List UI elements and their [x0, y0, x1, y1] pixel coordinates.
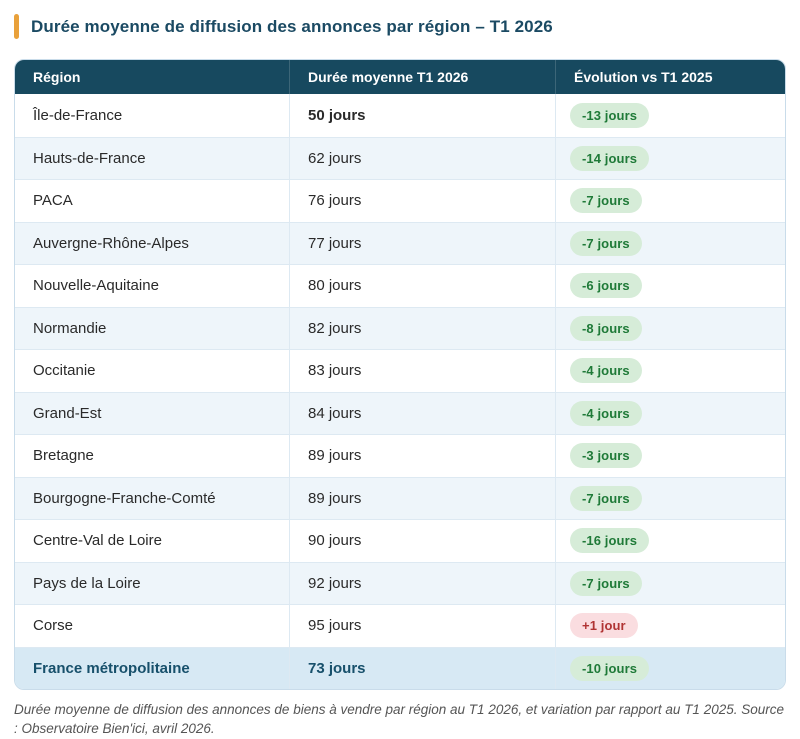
evolution-cell: -10 jours	[555, 647, 785, 689]
table-row: France métropolitaine 73 jours -10 jours	[15, 646, 785, 689]
region-cell: Centre-Val de Loire	[33, 532, 162, 550]
evolution-badge: -3 jours	[570, 443, 642, 469]
table-row: Centre-Val de Loire 90 jours -16 jours	[15, 519, 785, 562]
table-row: Hauts-de-France 62 jours -14 jours	[15, 136, 785, 179]
evolution-badge: -7 jours	[570, 230, 642, 256]
evolution-cell: -4 jours	[555, 392, 785, 434]
table-row: PACA 76 jours -7 jours	[15, 179, 785, 222]
regions-table: Région Durée moyenne T1 2026 Évolution v…	[14, 59, 786, 690]
evolution-badge: -13 jours	[570, 102, 650, 128]
region-cell: France métropolitaine	[33, 659, 190, 677]
duration-cell: 89 jours	[289, 435, 555, 477]
region-cell: Bretagne	[33, 447, 94, 465]
evolution-badge: +1 jour	[570, 613, 638, 639]
region-cell: Hauts-de-France	[33, 149, 146, 167]
duration-cell: 73 jours	[289, 647, 555, 689]
region-cell: Nouvelle-Aquitaine	[33, 277, 159, 295]
table-row: Occitanie 83 jours -4 jours	[15, 349, 785, 392]
region-cell: Île-de-France	[33, 106, 123, 124]
table-row: Bourgogne-Franche-Comté 89 jours -7 jour…	[15, 476, 785, 519]
table-header-row: Région Durée moyenne T1 2026 Évolution v…	[15, 60, 785, 94]
evolution-badge: -8 jours	[570, 315, 642, 341]
region-cell: Corse	[33, 617, 74, 635]
duration-cell: 80 jours	[289, 265, 555, 307]
evolution-cell: -7 jours	[555, 222, 785, 264]
table-row: Grand-Est 84 jours -4 jours	[15, 391, 785, 434]
evolution-badge: -16 jours	[570, 528, 650, 554]
duration-cell: 92 jours	[289, 562, 555, 604]
table-row: Nouvelle-Aquitaine 80 jours -6 jours	[15, 264, 785, 307]
evolution-cell: -14 jours	[555, 137, 785, 179]
duration-cell: 89 jours	[289, 477, 555, 519]
evolution-badge: -14 jours	[570, 145, 650, 171]
duration-cell: 77 jours	[289, 222, 555, 264]
evolution-cell: -8 jours	[555, 307, 785, 349]
evolution-cell: -13 jours	[555, 94, 785, 137]
evolution-cell: -16 jours	[555, 520, 785, 562]
table-row: Île-de-France 50 jours -13 jours	[15, 94, 785, 137]
evolution-cell: -6 jours	[555, 265, 785, 307]
evolution-badge: -7 jours	[570, 188, 642, 214]
evolution-badge: -4 jours	[570, 358, 642, 384]
duration-cell: 82 jours	[289, 307, 555, 349]
table-row: Corse 95 jours +1 jour	[15, 604, 785, 647]
duration-cell: 76 jours	[289, 180, 555, 222]
region-cell: Bourgogne-Franche-Comté	[33, 489, 216, 507]
evolution-cell: -7 jours	[555, 477, 785, 519]
evolution-cell: -7 jours	[555, 562, 785, 604]
table-row: Pays de la Loire 92 jours -7 jours	[15, 561, 785, 604]
region-cell: Grand-Est	[33, 404, 102, 422]
evolution-cell: -3 jours	[555, 435, 785, 477]
region-cell: Pays de la Loire	[33, 574, 141, 592]
duration-cell: 95 jours	[289, 605, 555, 647]
region-cell: Normandie	[33, 319, 107, 337]
evolution-cell: -4 jours	[555, 350, 785, 392]
column-header-duration: Durée moyenne T1 2026	[289, 60, 555, 94]
title-accent-bar	[14, 14, 19, 39]
evolution-cell: +1 jour	[555, 605, 785, 647]
duration-cell: 84 jours	[289, 392, 555, 434]
column-header-region: Région	[33, 69, 81, 85]
evolution-badge: -4 jours	[570, 400, 642, 426]
figure-caption: Durée moyenne de diffusion des annonces …	[14, 702, 785, 736]
duration-cell: 83 jours	[289, 350, 555, 392]
figure-title-block: Durée moyenne de diffusion des annonces …	[14, 14, 786, 39]
evolution-badge: -10 jours	[570, 655, 650, 681]
duration-cell: 50 jours	[289, 94, 555, 137]
table-row: Normandie 82 jours -8 jours	[15, 306, 785, 349]
region-cell: PACA	[33, 192, 73, 210]
evolution-badge: -7 jours	[570, 570, 642, 596]
page-title: Durée moyenne de diffusion des annonces …	[31, 16, 553, 36]
region-cell: Occitanie	[33, 362, 96, 380]
evolution-badge: -6 jours	[570, 273, 642, 299]
column-header-evolution: Évolution vs T1 2025	[555, 60, 785, 94]
region-cell: Auvergne-Rhône-Alpes	[33, 234, 189, 252]
duration-cell: 62 jours	[289, 137, 555, 179]
table-body: Île-de-France 50 jours -13 jours Hauts-d…	[15, 94, 785, 689]
evolution-badge: -7 jours	[570, 485, 642, 511]
table-row: Auvergne-Rhône-Alpes 77 jours -7 jours	[15, 221, 785, 264]
table-row: Bretagne 89 jours -3 jours	[15, 434, 785, 477]
duration-cell: 90 jours	[289, 520, 555, 562]
evolution-cell: -7 jours	[555, 180, 785, 222]
